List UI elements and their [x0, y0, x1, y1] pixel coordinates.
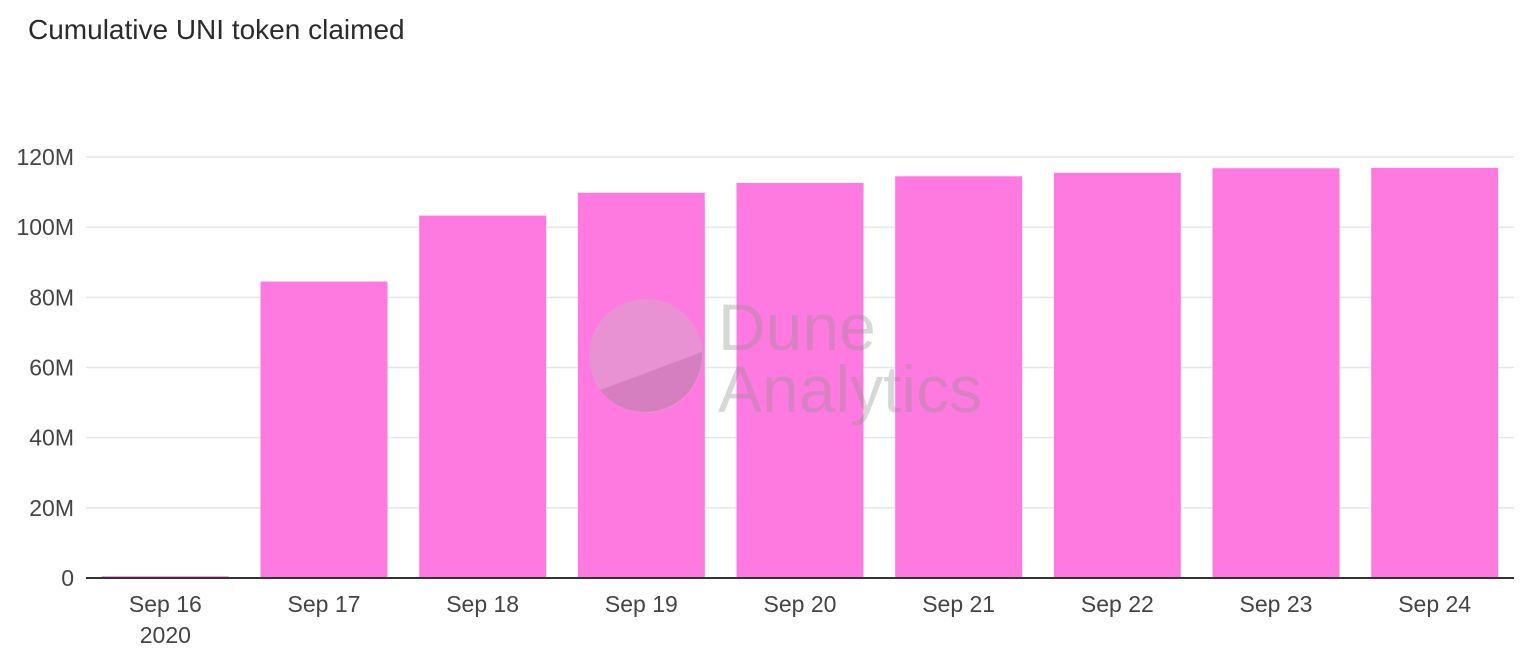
bar[interactable] [1371, 167, 1499, 578]
x-tick-sublabel: 2020 [140, 622, 191, 648]
x-tick-label: Sep 16 [129, 591, 202, 617]
y-axis-ticks: 0 20M 40M 60M 80M 100M 120M [16, 144, 74, 591]
bar[interactable] [1212, 168, 1340, 578]
x-tick-label: Sep 21 [922, 591, 995, 617]
y-tick-label: 40M [29, 425, 74, 451]
y-tick-label: 120M [16, 144, 74, 170]
bar[interactable] [419, 215, 547, 578]
bar[interactable] [577, 192, 705, 578]
bar[interactable] [1053, 172, 1181, 578]
y-tick-label: 60M [29, 355, 74, 381]
x-tick-label: Sep 20 [764, 591, 837, 617]
y-tick-label: 80M [29, 284, 74, 310]
x-tick-label: Sep 18 [446, 591, 519, 617]
chart-title: Cumulative UNI token claimed [28, 14, 405, 45]
x-tick-label: Sep 17 [288, 591, 361, 617]
x-tick-label: Sep 19 [605, 591, 678, 617]
bar[interactable] [260, 281, 388, 578]
watermark-line-1: Dune [718, 290, 876, 364]
bar[interactable] [736, 182, 864, 578]
watermark: Dune Analytics [589, 290, 982, 426]
x-tick-label: Sep 22 [1081, 591, 1154, 617]
y-tick-label: 20M [29, 495, 74, 521]
x-axis-ticks: Sep 16 2020 Sep 17 Sep 18 Sep 19 Sep 20 Sep 21… [129, 591, 1471, 648]
x-tick-label: Sep 23 [1240, 591, 1313, 617]
dune-logo-icon [589, 299, 703, 413]
watermark-line-2: Analytics [718, 352, 982, 426]
y-tick-label: 0 [61, 565, 74, 591]
bar[interactable] [895, 176, 1023, 578]
y-tick-label: 100M [16, 214, 74, 240]
x-tick-label: Sep 24 [1398, 591, 1471, 617]
bars [101, 167, 1499, 578]
